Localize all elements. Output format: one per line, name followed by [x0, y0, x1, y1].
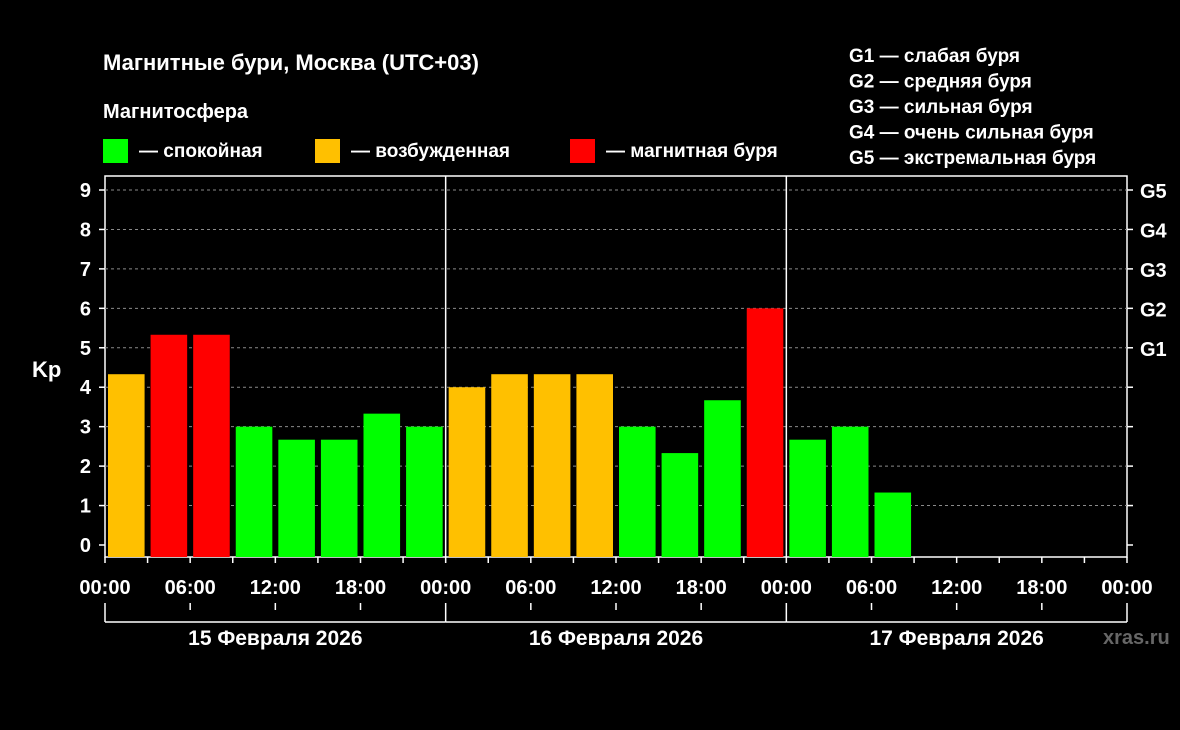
kp-bar: [235, 426, 273, 557]
x-tick-label: 00:00: [79, 577, 130, 599]
magnetosphere-label: Магнитосфера: [103, 101, 249, 123]
x-tick-label: 06:00: [165, 577, 216, 599]
kp-bar: [448, 387, 486, 557]
kp-bar: [193, 334, 230, 557]
day-label: 17 Февраля 2026: [869, 627, 1043, 650]
legend-label-1: — возбужденная: [351, 141, 510, 162]
y-tick-label: 7: [80, 259, 91, 281]
x-tick-label: 00:00: [761, 577, 812, 599]
storm-legend-item-1: G2 — средняя буря: [849, 72, 1032, 93]
legend-label-2: — магнитная буря: [606, 141, 778, 162]
plot-area: 0 1 2 3 4 5 6 7 8 9 G1 G2 G3 G4 G5 Kp 00:00 06:00 12:00 18:…: [32, 175, 1168, 650]
kp-bar: [533, 374, 571, 557]
x-tick-label: 18:00: [335, 577, 386, 599]
g-level-label: G1: [1140, 339, 1167, 361]
kp-bar: [576, 374, 613, 557]
kp-bar: [320, 439, 358, 557]
kp-bar: [661, 453, 699, 557]
y-tick-label: 5: [80, 338, 91, 360]
kp-bar: [789, 439, 826, 557]
day-label: 16 Февраля 2026: [529, 627, 703, 650]
y-tick-label: 3: [80, 417, 91, 439]
kp-bar: [874, 492, 912, 557]
x-tick-label: 12:00: [931, 577, 982, 599]
kp-bar: [491, 374, 528, 557]
x-tick-label: 18:00: [676, 577, 727, 599]
y-axis-label: Kp: [32, 357, 61, 382]
g-level-label: G5: [1140, 181, 1167, 203]
y-tick-label: 0: [80, 535, 91, 557]
y-tick-label: 4: [80, 377, 92, 399]
legend-swatch-0: [103, 139, 128, 163]
y-tick-label: 6: [80, 298, 91, 320]
kp-bar: [746, 308, 784, 557]
storm-legend-item-2: G3 — сильная буря: [849, 97, 1033, 118]
y-tick-label: 8: [80, 219, 91, 241]
storm-legend-item-4: G5 — экстремальная буря: [849, 148, 1096, 169]
legend-swatch-1: [315, 139, 340, 163]
chart-title: Магнитные бури, Москва (UTC+03): [103, 50, 479, 75]
state-legend: — спокойная — возбужденная — магнитная бур…: [103, 139, 778, 163]
g-level-label: G2: [1140, 299, 1167, 321]
kp-bar: [108, 374, 145, 557]
storm-legend: G1 — слабая буря G2 — средняя буря G3 — си…: [849, 46, 1096, 169]
watermark: xras.ru: [1103, 627, 1170, 649]
x-tick-label: 12:00: [250, 577, 301, 599]
kp-bar: [150, 334, 188, 557]
x-tick-label: 12:00: [590, 577, 641, 599]
legend-label-0: — спокойная: [139, 141, 263, 162]
storm-legend-item-3: G4 — очень сильная буря: [849, 123, 1094, 144]
g-level-label: G4: [1140, 220, 1168, 242]
x-tick-label: 00:00: [1101, 577, 1152, 599]
g-level-label: G3: [1140, 260, 1167, 282]
legend-swatch-2: [570, 139, 595, 163]
x-tick-label: 06:00: [505, 577, 556, 599]
y-tick-label: 9: [80, 180, 91, 202]
kp-bar: [278, 439, 315, 557]
storm-legend-item-0: G1 — слабая буря: [849, 46, 1020, 67]
x-tick-label: 18:00: [1016, 577, 1067, 599]
kp-bar: [831, 426, 869, 557]
x-tick-label: 06:00: [846, 577, 897, 599]
y-tick-label: 1: [80, 496, 91, 518]
y-tick-label: 2: [80, 456, 91, 478]
kp-bar: [406, 426, 443, 557]
kp-bar: [363, 413, 401, 557]
day-label: 15 Февраля 2026: [188, 627, 362, 650]
kp-bar: [619, 426, 656, 557]
kp-bar: [704, 400, 741, 557]
x-tick-label: 00:00: [420, 577, 471, 599]
